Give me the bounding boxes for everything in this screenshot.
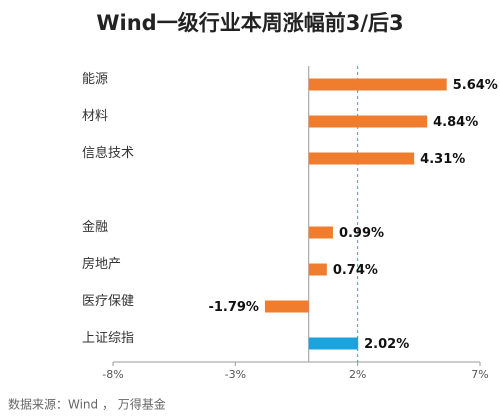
x-tick-label: -8% (102, 368, 123, 381)
x-tick-label: 7% (471, 368, 488, 381)
value-label: 0.99% (339, 226, 384, 241)
value-label: 0.74% (333, 263, 378, 278)
value-label: -1.79% (208, 300, 259, 315)
value-label: 4.31% (420, 152, 465, 167)
y-tick-label: 医疗保健 (82, 294, 134, 309)
bar (308, 263, 327, 276)
y-tick-label: 信息技术 (82, 145, 134, 161)
bar (308, 337, 359, 350)
y-tick-label: 房地产 (82, 256, 121, 272)
bar (308, 115, 428, 128)
bar (308, 226, 333, 239)
y-tick-label: 上证综指 (82, 331, 134, 346)
x-tick-label: -3% (225, 368, 246, 381)
value-label: 4.84% (433, 115, 478, 130)
bar (308, 78, 447, 91)
y-tick-label: 材料 (82, 109, 108, 124)
x-tick-label: 2% (349, 368, 366, 381)
bar (264, 300, 309, 313)
bar (308, 152, 415, 165)
y-tick-label: 能源 (82, 72, 108, 87)
value-label: 2.02% (364, 337, 409, 352)
source-note: 数据来源：Wind ， 万得基金 (8, 397, 166, 412)
value-label: 5.64% (453, 78, 498, 93)
y-tick-label: 金融 (82, 219, 108, 235)
chart-title: Wind一级行业本周涨幅前3/后3 (96, 11, 403, 35)
